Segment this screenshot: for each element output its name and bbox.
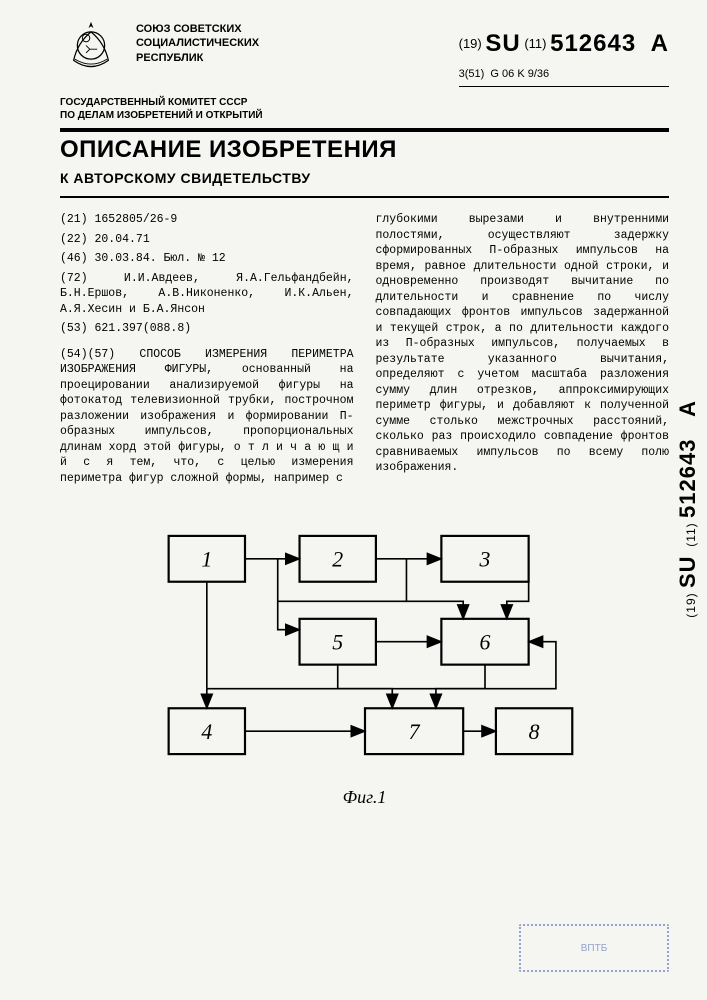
library-stamp: ВПТБ bbox=[519, 924, 669, 972]
svg-text:2: 2 bbox=[332, 548, 343, 572]
ipc-class: 3(51) G 06 K 9/36 bbox=[459, 68, 669, 87]
rule-thin bbox=[60, 196, 669, 198]
block-6: 6 bbox=[441, 619, 528, 665]
svg-text:7: 7 bbox=[408, 720, 420, 744]
block-1: 1 bbox=[168, 536, 244, 582]
side-su: SU bbox=[675, 555, 700, 588]
block-8: 8 bbox=[495, 709, 571, 755]
side-11: (11) bbox=[684, 522, 698, 546]
ipc-code: G 06 K 9/36 bbox=[490, 68, 549, 80]
svg-text:1: 1 bbox=[201, 548, 212, 572]
abstract-right: глубокими вырезами и внутренними полостя… bbox=[376, 212, 670, 476]
body-columns: (21) 1652805/26-9 (22) 20.04.71 (46) 30.… bbox=[60, 212, 669, 490]
patent-number: 512643 bbox=[550, 30, 636, 57]
rule-thick bbox=[60, 128, 669, 132]
svg-text:3: 3 bbox=[478, 548, 490, 572]
block-4: 4 bbox=[168, 709, 244, 755]
side-number: 512643 bbox=[675, 439, 700, 518]
field-46: (46) 30.03.84. Бюл. № 12 bbox=[60, 251, 354, 267]
field-19: (19) bbox=[459, 36, 482, 51]
org-line: СОЦИАЛИСТИЧЕСКИХ bbox=[136, 36, 445, 50]
left-column: (21) 1652805/26-9 (22) 20.04.71 (46) 30.… bbox=[60, 212, 354, 490]
field-22: (22) 20.04.71 bbox=[60, 232, 354, 248]
block-7: 7 bbox=[365, 709, 463, 755]
block-3: 3 bbox=[441, 536, 528, 582]
committee: ГОСУДАРСТВЕННЫЙ КОМИТЕТ СССР ПО ДЕЛАМ ИЗ… bbox=[60, 97, 669, 122]
svg-text:8: 8 bbox=[528, 720, 539, 744]
figure-1: 1 2 3 5 6 4 7 8 Фиг.1 bbox=[125, 514, 605, 808]
stamp-text: ВПТБ bbox=[581, 943, 608, 954]
svg-text:5: 5 bbox=[332, 631, 343, 655]
block-5: 5 bbox=[299, 619, 375, 665]
publication-code-block: (19) SU (11) 512643 А 3(51) G 06 K 9/36 bbox=[459, 18, 669, 87]
right-column: глубокими вырезами и внутренними полостя… bbox=[376, 212, 670, 490]
block-2: 2 bbox=[299, 536, 375, 582]
org-line: РЕСПУБЛИК bbox=[136, 51, 445, 65]
side-19: (19) bbox=[684, 592, 698, 617]
figure-caption: Фиг.1 bbox=[125, 787, 605, 808]
spine-code: (19) SU (11) 512643 A bbox=[675, 400, 701, 618]
country-code: SU bbox=[485, 30, 520, 57]
publication-code: (19) SU (11) 512643 А bbox=[459, 30, 669, 58]
committee-line: ГОСУДАРСТВЕННЫЙ КОМИТЕТ СССР bbox=[60, 97, 669, 110]
doc-header: СОЮЗ СОВЕТСКИХ СОЦИАЛИСТИЧЕСКИХ РЕСПУБЛИ… bbox=[60, 18, 669, 87]
field-53: (53) 621.397(088.8) bbox=[60, 321, 354, 337]
kind-code: А bbox=[651, 30, 669, 57]
doc-subtitle: К АВТОРСКОМУ СВИДЕТЕЛЬСТВУ bbox=[60, 170, 669, 186]
org-line: СОЮЗ СОВЕТСКИХ bbox=[136, 22, 445, 36]
field-21: (21) 1652805/26-9 bbox=[60, 212, 354, 228]
committee-line: ПО ДЕЛАМ ИЗОБРЕТЕНИЙ И ОТКРЫТИЙ bbox=[60, 110, 669, 123]
field-11: (11) bbox=[524, 36, 546, 51]
issuing-org: СОЮЗ СОВЕТСКИХ СОЦИАЛИСТИЧЕСКИХ РЕСПУБЛИ… bbox=[136, 18, 445, 65]
side-kind: A bbox=[675, 400, 700, 417]
state-emblem bbox=[60, 18, 122, 68]
svg-text:4: 4 bbox=[201, 720, 212, 744]
doc-title: ОПИСАНИЕ ИЗОБРЕТЕНИЯ bbox=[60, 136, 669, 164]
abstract-left: (54)(57) СПОСОБ ИЗМЕРЕНИЯ ПЕРИМЕТРА ИЗОБ… bbox=[60, 347, 354, 487]
field-51: 3(51) bbox=[459, 68, 485, 80]
svg-text:6: 6 bbox=[479, 631, 490, 655]
field-72-inventors: (72) И.И.Авдеев, Я.А.Гельфандбейн, Б.Н.Е… bbox=[60, 271, 354, 318]
